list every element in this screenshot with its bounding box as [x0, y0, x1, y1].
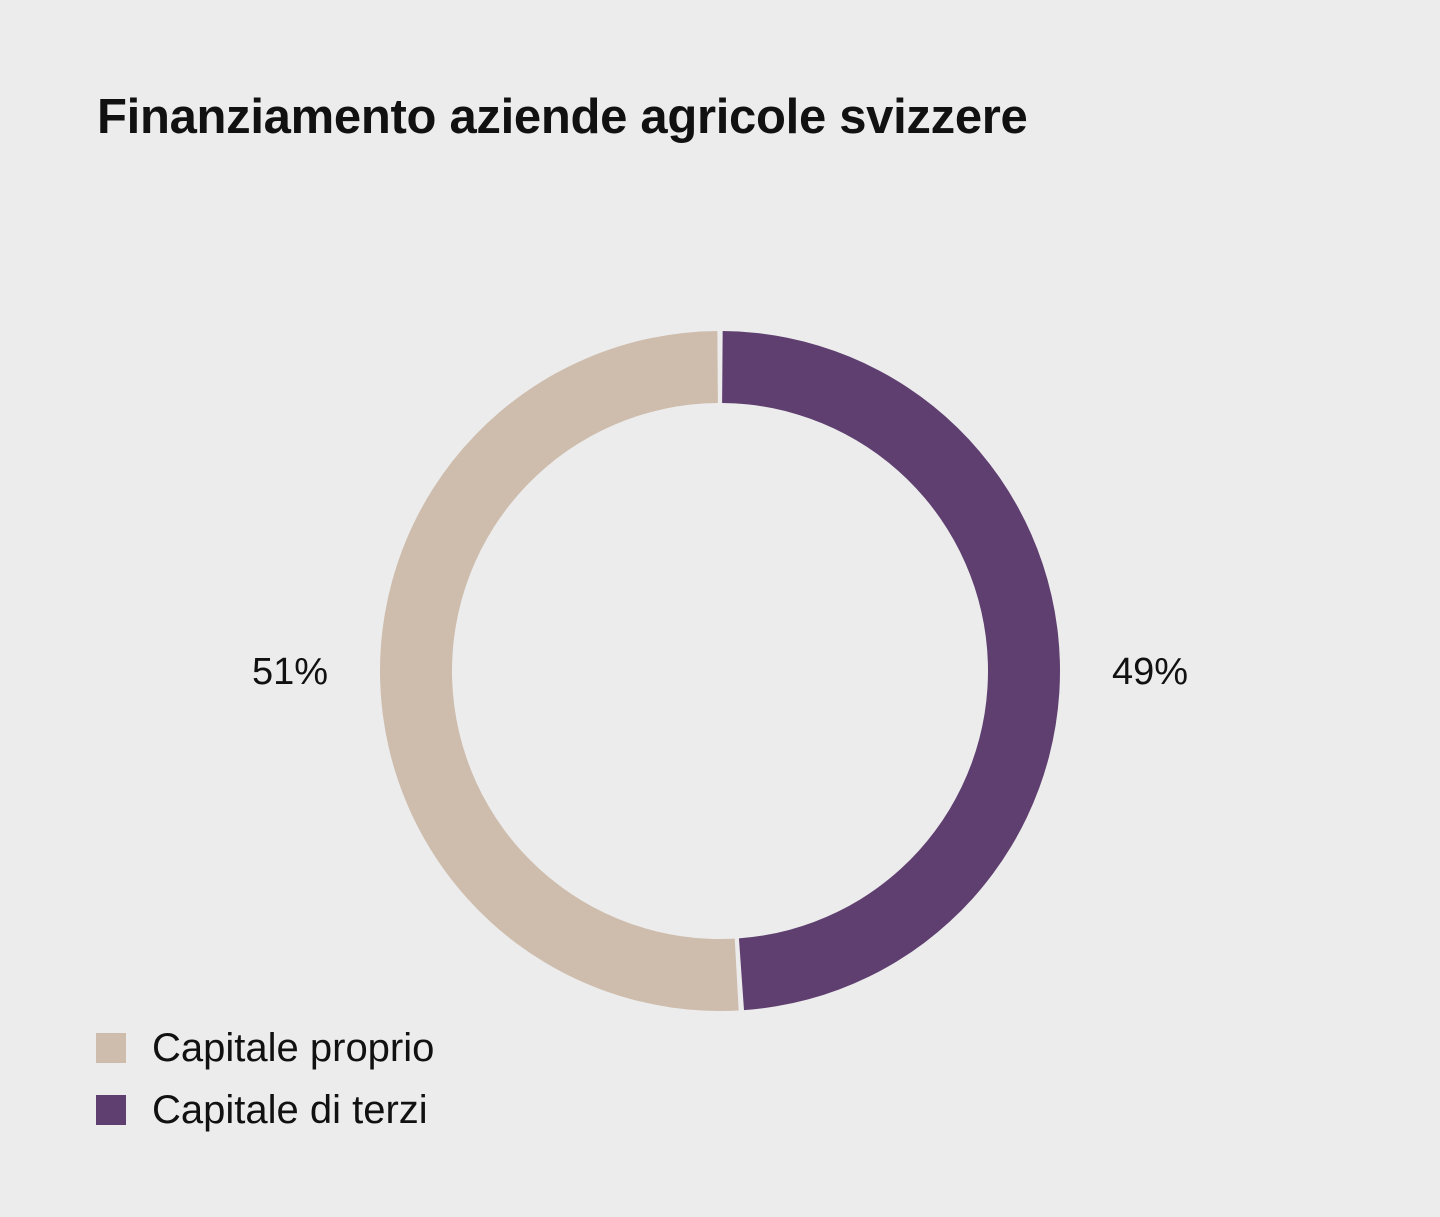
- donut-slices: [379, 331, 1060, 1011]
- legend-swatch-capitale-proprio: [96, 1033, 126, 1063]
- slice-value-label: 49%: [1112, 651, 1188, 693]
- legend: Capitale proprio Capitale di terzi: [96, 1017, 434, 1141]
- slice-labels: 51% 49%: [252, 651, 1188, 693]
- slice-value-label: 51%: [252, 651, 328, 693]
- legend-label: Capitale proprio: [152, 1025, 435, 1070]
- donut-slice-capitale-di-terzi: [722, 331, 1060, 1011]
- legend-item-capitale-di-terzi: Capitale di terzi: [96, 1079, 434, 1141]
- legend-swatch-capitale-di-terzi: [96, 1095, 126, 1125]
- legend-item-capitale-proprio: Capitale proprio: [96, 1017, 434, 1079]
- legend-label: Capitale di terzi: [152, 1087, 428, 1132]
- donut-slice-capitale-proprio: [379, 331, 739, 1011]
- chart-title: Finanziamento aziende agricole svizzere: [97, 90, 1028, 144]
